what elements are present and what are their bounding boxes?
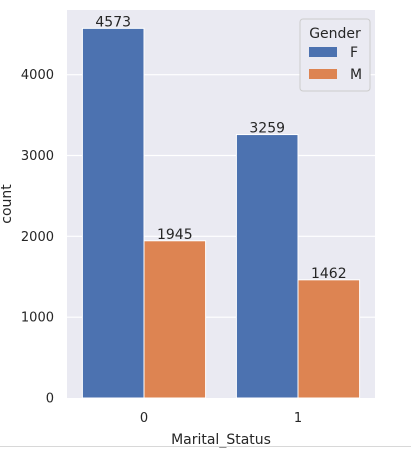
y-tick-label: 1000 — [21, 311, 54, 326]
y-tick-label: 0 — [46, 392, 54, 407]
data-label: 4573 — [95, 14, 131, 30]
legend-label-M: M — [350, 67, 362, 83]
data-label: 3259 — [249, 121, 285, 137]
x-tick-label: 1 — [294, 411, 302, 426]
legend: Gender FM — [299, 18, 371, 92]
legend-swatch-F — [309, 47, 337, 57]
y-axis-ticks: 0 1000 2000 3000 4000 — [21, 68, 54, 406]
data-label: 1462 — [311, 266, 347, 282]
legend-title: Gender — [309, 26, 361, 42]
data-label: 1945 — [157, 227, 193, 243]
bar-F-1 — [235, 134, 299, 399]
y-tick-label: 3000 — [21, 149, 54, 164]
bar-M-1 — [297, 279, 361, 399]
bars — [81, 27, 361, 399]
y-tick-label: 4000 — [21, 68, 54, 83]
bar-M-0 — [143, 240, 207, 399]
legend-label-F: F — [350, 45, 358, 61]
x-tick-label: 0 — [140, 411, 148, 426]
legend-items: FM — [309, 45, 362, 83]
legend-swatch-M — [309, 69, 337, 79]
x-axis-label: Marital_Status — [171, 432, 271, 448]
y-tick-label: 2000 — [21, 230, 54, 245]
bar-F-0 — [81, 27, 145, 399]
y-axis-label: count — [0, 184, 15, 224]
divider — [0, 446, 411, 447]
data-labels: 4573 1945 3259 1462 — [95, 14, 346, 281]
